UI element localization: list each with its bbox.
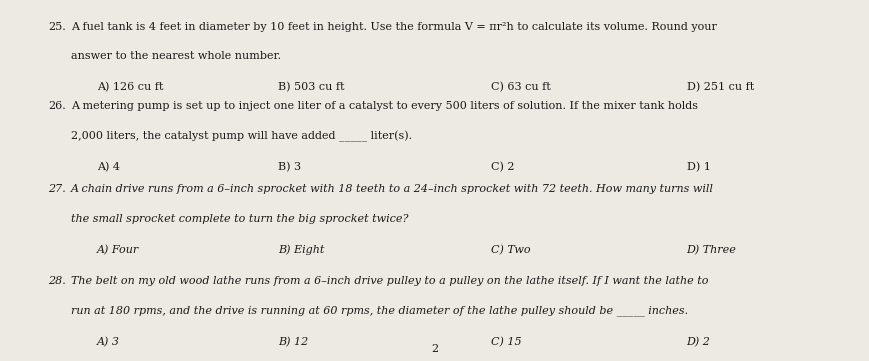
Text: 28.: 28.: [48, 276, 65, 286]
Text: B) Eight: B) Eight: [278, 245, 324, 255]
Text: D) 1: D) 1: [687, 162, 710, 172]
Text: run at 180 rpms, and the drive is running at 60 rpms, the diameter of the lathe : run at 180 rpms, and the drive is runnin…: [71, 306, 688, 317]
Text: 27.: 27.: [48, 184, 65, 194]
Text: 25.: 25.: [48, 22, 65, 32]
Text: A) 3: A) 3: [97, 337, 120, 347]
Text: C) 2: C) 2: [491, 162, 514, 172]
Text: The belt on my old wood lathe runs from a 6–inch drive pulley to a pulley on the: The belt on my old wood lathe runs from …: [71, 276, 709, 286]
Text: A fuel tank is 4 feet in diameter by 10 feet in height. Use the formula V = πr²h: A fuel tank is 4 feet in diameter by 10 …: [71, 22, 717, 32]
Text: B) 12: B) 12: [278, 337, 308, 347]
Text: A metering pump is set up to inject one liter of a catalyst to every 500 liters : A metering pump is set up to inject one …: [71, 101, 699, 111]
Text: C) 15: C) 15: [491, 337, 521, 347]
Text: A chain drive runs from a 6–inch sprocket with 18 teeth to a 24–inch sprocket wi: A chain drive runs from a 6–inch sprocke…: [71, 184, 714, 194]
Text: the small sprocket complete to turn the big sprocket twice?: the small sprocket complete to turn the …: [71, 214, 408, 224]
Text: answer to the nearest whole number.: answer to the nearest whole number.: [71, 51, 282, 61]
Text: A) 4: A) 4: [97, 162, 120, 172]
Text: C) Two: C) Two: [491, 245, 531, 255]
Text: 2,000 liters, the catalyst pump will have added _____ liter(s).: 2,000 liters, the catalyst pump will hav…: [71, 131, 413, 142]
Text: D) Three: D) Three: [687, 245, 736, 255]
Text: A) 126 cu ft: A) 126 cu ft: [97, 82, 163, 93]
Text: C) 63 cu ft: C) 63 cu ft: [491, 82, 551, 93]
Text: 26.: 26.: [48, 101, 65, 111]
Text: 2: 2: [431, 344, 438, 354]
Text: B) 3: B) 3: [278, 162, 302, 172]
Text: B) 503 cu ft: B) 503 cu ft: [278, 82, 345, 93]
Text: D) 251 cu ft: D) 251 cu ft: [687, 82, 753, 93]
Text: A) Four: A) Four: [97, 245, 140, 255]
Text: D) 2: D) 2: [687, 337, 710, 347]
